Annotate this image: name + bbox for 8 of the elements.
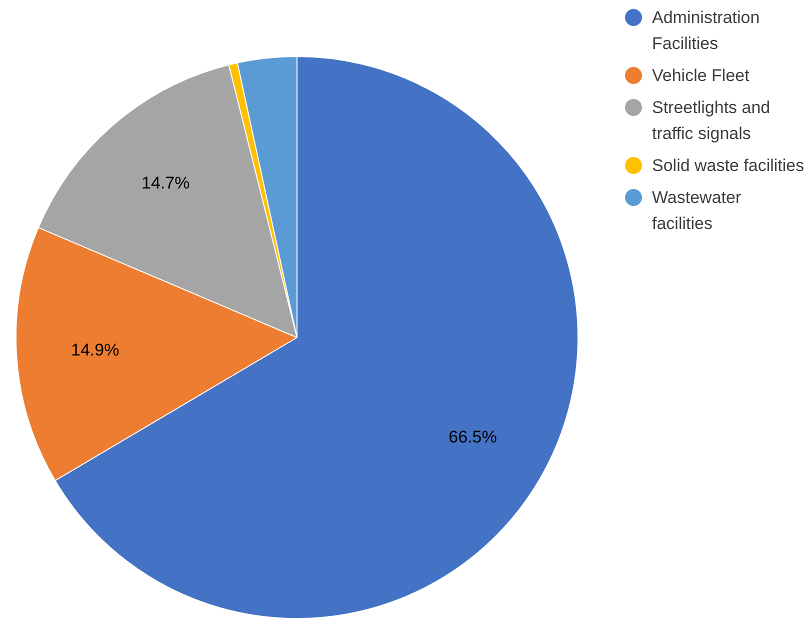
legend-label: Solid waste facilities	[652, 155, 804, 177]
legend-label: Streetlights and traffic signals	[652, 97, 772, 145]
data-label: 66.5%	[448, 427, 497, 446]
legend-label: Wastewater facilities	[652, 187, 742, 235]
data-label: 14.7%	[142, 173, 190, 192]
legend-label: Vehicle Fleet	[652, 65, 750, 87]
data-label: 14.9%	[71, 340, 120, 360]
legend-label: Administration Facilities	[652, 7, 761, 55]
